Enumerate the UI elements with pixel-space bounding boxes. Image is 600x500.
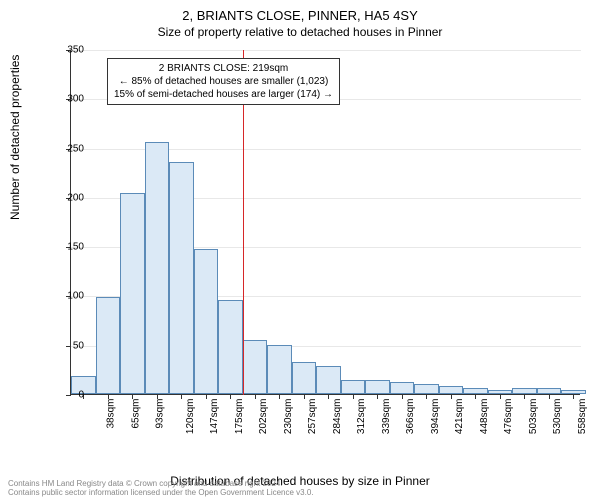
x-tick-label: 558sqm [577, 399, 588, 435]
histogram-bar [267, 345, 292, 394]
x-tick-label: 120sqm [185, 399, 196, 435]
x-tick-label: 284sqm [332, 399, 343, 435]
x-tick [451, 394, 452, 399]
y-tick-label: 50 [54, 340, 84, 351]
x-tick [377, 394, 378, 399]
x-tick-label: 421sqm [454, 399, 465, 435]
footer: Contains HM Land Registry data © Crown c… [0, 477, 600, 500]
y-tick-label: 200 [54, 192, 84, 203]
x-tick-label: 147sqm [209, 399, 220, 435]
x-tick-label: 476sqm [503, 399, 514, 435]
x-tick [132, 394, 133, 399]
x-tick-label: 38sqm [106, 399, 117, 429]
y-tick-label: 300 [54, 94, 84, 105]
y-axis-label: Number of detached properties [8, 55, 22, 220]
chart-title: 2, BRIANTS CLOSE, PINNER, HA5 4SY [0, 0, 600, 23]
y-tick-label: 0 [54, 390, 84, 401]
x-tick [500, 394, 501, 399]
x-tick [181, 394, 182, 399]
x-tick [230, 394, 231, 399]
x-tick [206, 394, 207, 399]
x-tick-label: 65sqm [130, 399, 141, 429]
histogram-bar [218, 300, 243, 394]
chart-subtitle: Size of property relative to detached ho… [0, 25, 600, 39]
x-tick [573, 394, 574, 399]
footer-line-2: Contains public sector information licen… [8, 488, 592, 498]
histogram-bar [120, 193, 145, 394]
histogram-bar [414, 384, 439, 394]
footer-line-1: Contains HM Land Registry data © Crown c… [8, 479, 592, 489]
histogram-bar [316, 366, 341, 394]
annotation-line-3: 15% of semi-detached houses are larger (… [114, 88, 333, 101]
y-tick-label: 150 [54, 242, 84, 253]
histogram-bar [169, 162, 194, 394]
x-tick-label: 202sqm [258, 399, 269, 435]
histogram-bar [439, 386, 464, 394]
x-tick [353, 394, 354, 399]
histogram-bar [390, 382, 415, 394]
annotation-line-1: 2 BRIANTS CLOSE: 219sqm [114, 62, 333, 75]
x-tick [279, 394, 280, 399]
x-tick-label: 366sqm [405, 399, 416, 435]
annotation-line-2: ← 85% of detached houses are smaller (1,… [114, 75, 333, 88]
chart-area: 38sqm65sqm93sqm120sqm147sqm175sqm202sqm2… [70, 50, 580, 395]
histogram-bar [96, 297, 121, 394]
x-tick-label: 530sqm [552, 399, 563, 435]
x-tick-label: 175sqm [234, 399, 245, 435]
histogram-bar [341, 380, 366, 394]
histogram-bar [243, 340, 268, 394]
x-tick [524, 394, 525, 399]
x-tick-label: 448sqm [479, 399, 490, 435]
x-tick [402, 394, 403, 399]
gridline [71, 50, 581, 51]
y-tick-label: 100 [54, 291, 84, 302]
x-tick [426, 394, 427, 399]
x-tick-label: 93sqm [155, 399, 166, 429]
x-tick [475, 394, 476, 399]
x-tick [108, 394, 109, 399]
x-tick [255, 394, 256, 399]
x-tick-label: 394sqm [430, 399, 441, 435]
x-tick-label: 339sqm [381, 399, 392, 435]
annotation-box: 2 BRIANTS CLOSE: 219sqm← 85% of detached… [107, 58, 340, 105]
y-tick-label: 250 [54, 143, 84, 154]
x-tick [328, 394, 329, 399]
x-tick-label: 503sqm [528, 399, 539, 435]
x-tick [304, 394, 305, 399]
histogram-bar [292, 362, 317, 394]
x-tick-label: 230sqm [283, 399, 294, 435]
histogram-bar [365, 380, 390, 394]
histogram-bar [194, 249, 219, 394]
x-tick-label: 312sqm [356, 399, 367, 435]
histogram-bar [145, 142, 170, 394]
x-tick-label: 257sqm [307, 399, 318, 435]
x-tick [549, 394, 550, 399]
plot: 38sqm65sqm93sqm120sqm147sqm175sqm202sqm2… [70, 50, 580, 395]
x-tick [157, 394, 158, 399]
y-tick-label: 350 [54, 45, 84, 56]
